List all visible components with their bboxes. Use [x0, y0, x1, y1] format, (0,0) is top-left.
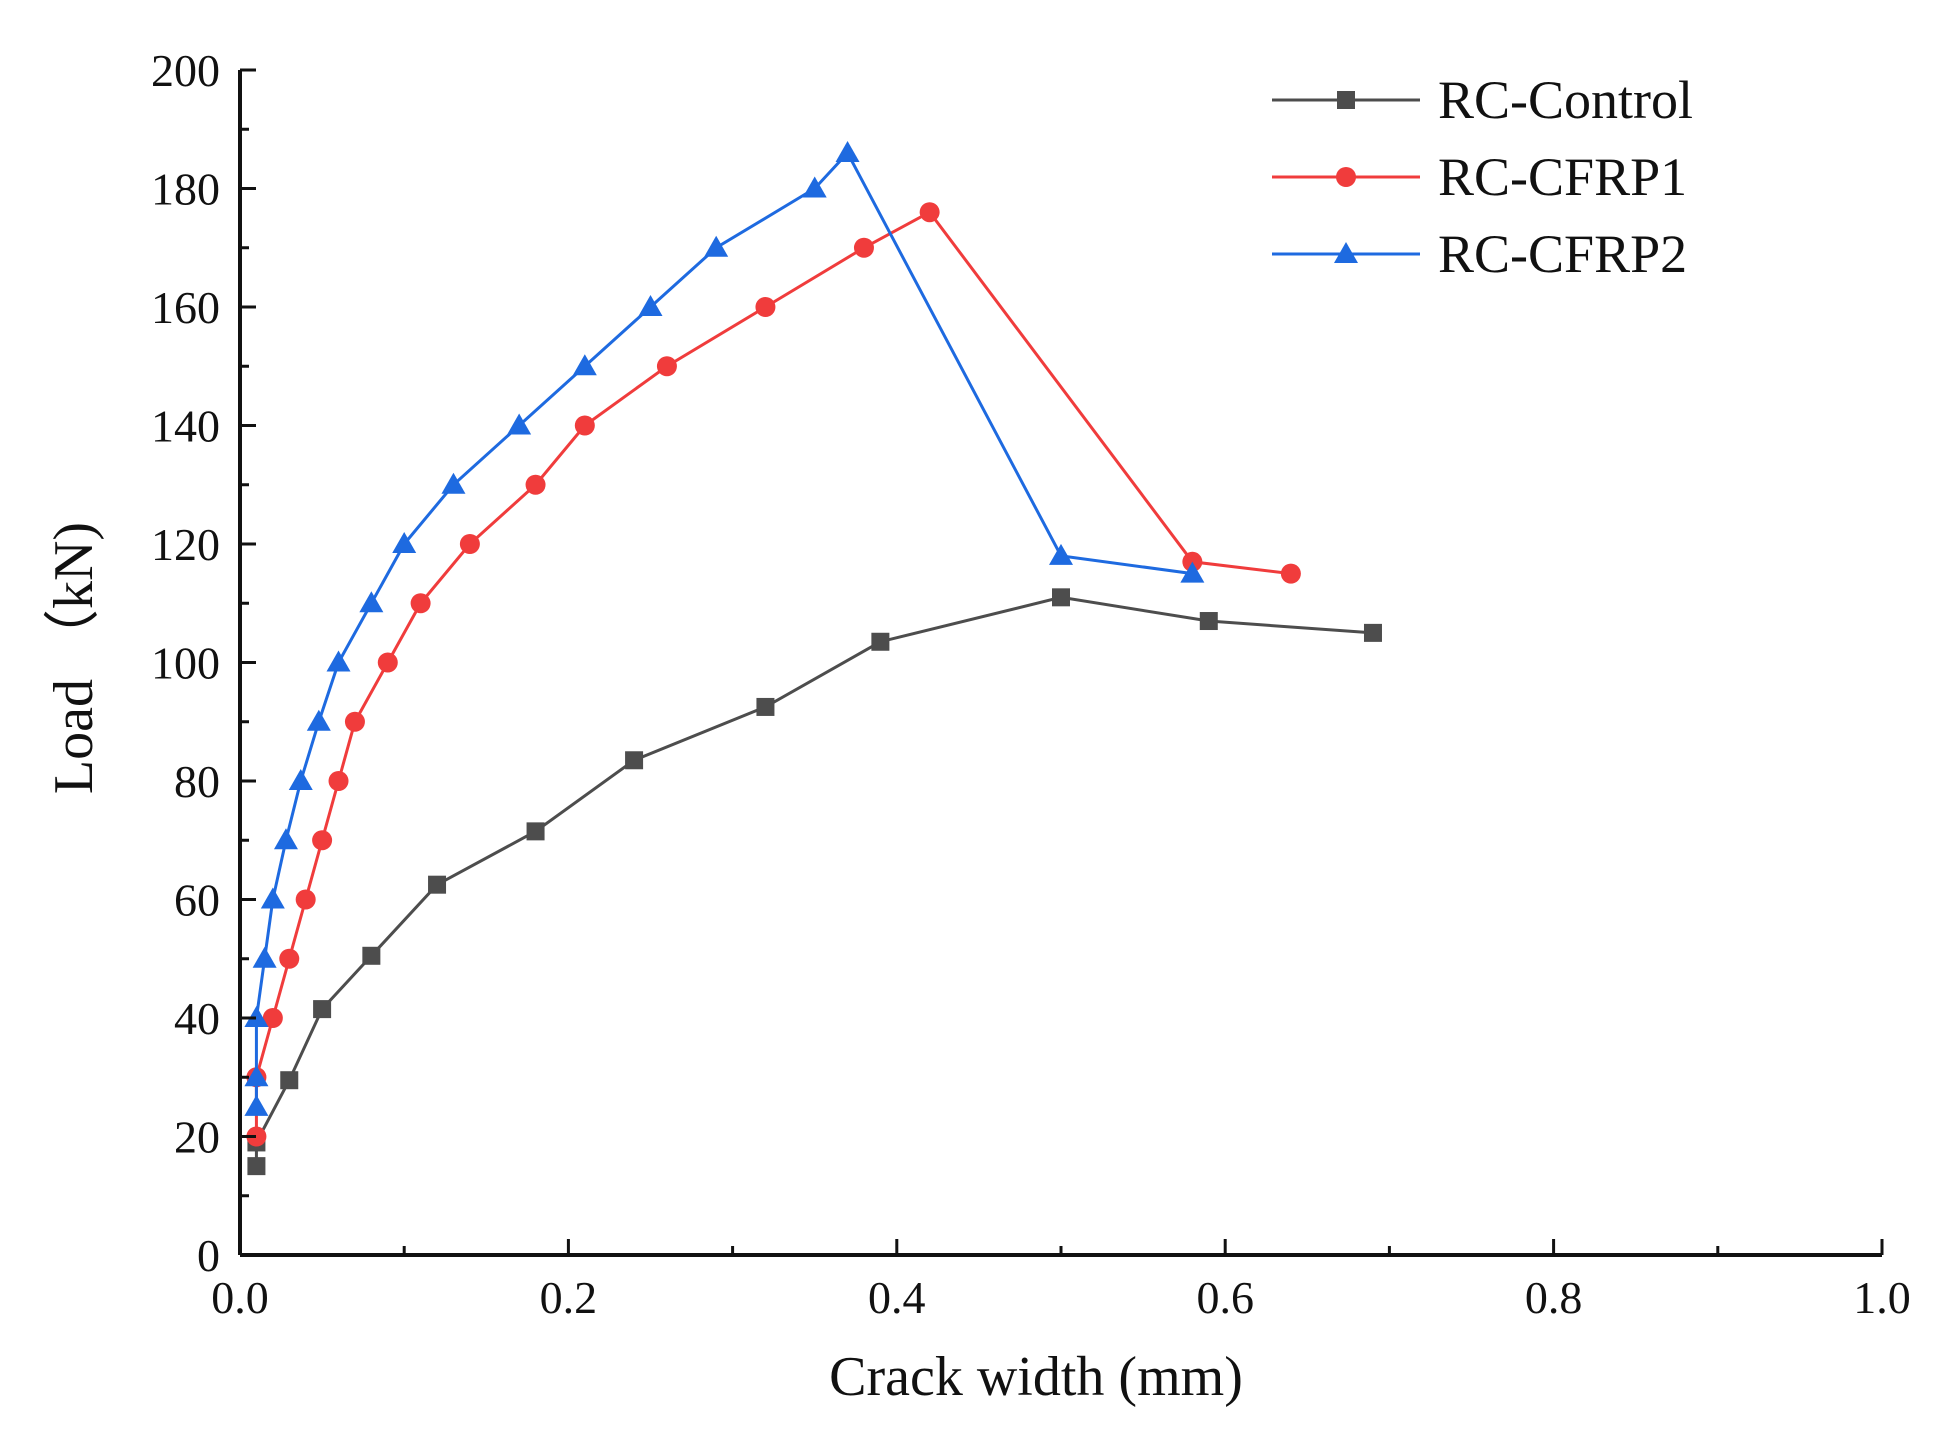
y-tick-label: 120: [151, 519, 220, 570]
y-tick-label: 100: [151, 638, 220, 689]
data-point: [638, 295, 663, 316]
plot-area: [244, 140, 1382, 1176]
data-point: [525, 474, 546, 495]
data-point: [377, 652, 398, 673]
data-point: [704, 235, 729, 257]
data-point: [853, 237, 874, 258]
y-tick-label: 20: [174, 1112, 220, 1163]
data-point: [244, 1094, 269, 1116]
data-point: [279, 948, 300, 969]
legend-label: RC-Control: [1438, 70, 1693, 130]
data-point: [459, 534, 480, 554]
data-point: [871, 632, 890, 651]
y-tick-label: 60: [174, 875, 220, 926]
data-point: [1052, 588, 1070, 607]
data-point: [507, 413, 532, 435]
y-tick-label: 200: [151, 45, 220, 96]
data-point: [428, 875, 447, 894]
data-point: [835, 140, 860, 162]
x-tick-label: 0.6: [1196, 1272, 1254, 1323]
data-point: [574, 415, 595, 436]
data-point: [756, 697, 775, 716]
y-tick-label: 0: [197, 1230, 220, 1281]
y-tick-label: 80: [174, 756, 220, 807]
series-rc-cfrp1: [246, 202, 1301, 1147]
y-tick-label: 140: [151, 401, 220, 452]
legend-label: RC-CFRP2: [1438, 224, 1687, 284]
legend-marker: [1336, 167, 1356, 187]
legend-item: RC-CFRP2: [1272, 224, 1687, 284]
data-point: [306, 709, 331, 731]
series-rc-control: [247, 588, 1382, 1176]
x-tick-label: 0.8: [1525, 1272, 1583, 1323]
data-point: [244, 1065, 269, 1087]
legend: RC-Control RC-CFRP1 RC-CFRP2: [1272, 70, 1693, 284]
y-tick-label: 160: [151, 282, 220, 333]
data-point: [410, 593, 431, 614]
series-rc-cfrp2: [244, 140, 1205, 1116]
data-point: [526, 822, 545, 841]
data-point: [1180, 561, 1205, 583]
data-point: [656, 356, 677, 377]
data-point: [572, 354, 597, 376]
x-axis-title: Crack width (mm): [829, 1346, 1243, 1408]
legend-marker: [1337, 91, 1355, 109]
y-tick-label: 40: [174, 993, 220, 1044]
data-point: [919, 202, 940, 223]
data-point: [273, 828, 298, 850]
data-point: [262, 1008, 283, 1028]
data-point: [1049, 543, 1073, 565]
data-point: [246, 1126, 267, 1147]
data-point: [359, 591, 384, 613]
data-point: [252, 946, 277, 968]
series-line: [254, 150, 1193, 1107]
legend-item: RC-CFRP1: [1272, 147, 1687, 207]
data-point: [802, 176, 827, 198]
axes: 0.0 0.2 0.4 0.6 0.8 1.0 0 20 40 60 80 100 120 140 160 1…: [151, 45, 1911, 1323]
data-point: [326, 650, 351, 672]
data-point: [288, 769, 313, 790]
x-tick-label: 0.0: [211, 1272, 269, 1323]
data-point: [392, 532, 417, 553]
data-point: [313, 1000, 332, 1019]
x-tick-label: 1.0: [1853, 1272, 1911, 1323]
data-point: [1280, 563, 1301, 584]
legend-item: RC-Control: [1272, 70, 1693, 130]
y-axis-title: Load （kN): [43, 522, 105, 794]
data-point: [244, 1006, 269, 1027]
data-point: [312, 830, 333, 851]
data-point: [625, 751, 644, 770]
y-tick-label: 180: [151, 164, 220, 215]
legend-marker: [1334, 242, 1358, 263]
data-point: [260, 887, 285, 909]
data-point: [1199, 612, 1218, 631]
data-point: [362, 946, 381, 965]
x-tick-label: 0.4: [868, 1272, 926, 1323]
data-point: [247, 1157, 266, 1176]
data-point: [344, 711, 365, 732]
data-point: [755, 297, 776, 317]
x-tick-label: 0.2: [540, 1272, 598, 1323]
data-point: [441, 472, 466, 494]
data-point: [328, 771, 349, 791]
data-point: [295, 889, 316, 910]
data-point: [1363, 623, 1382, 642]
data-point: [280, 1071, 299, 1090]
legend-label: RC-CFRP1: [1438, 147, 1687, 207]
